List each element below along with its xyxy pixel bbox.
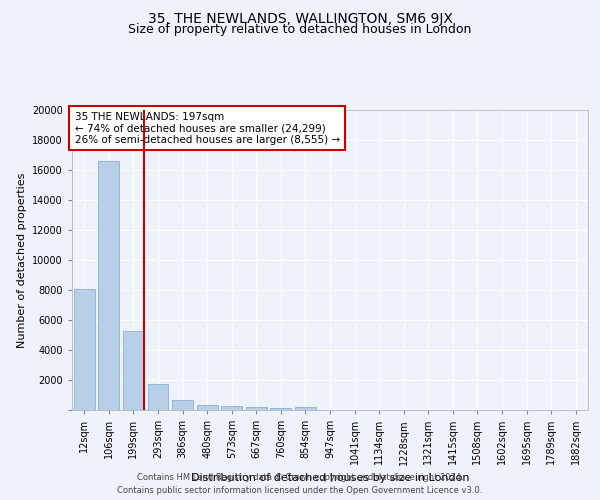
X-axis label: Distribution of detached houses by size in London: Distribution of detached houses by size … — [191, 473, 469, 483]
Y-axis label: Number of detached properties: Number of detached properties — [17, 172, 26, 348]
Bar — [197, 405, 218, 410]
Bar — [246, 408, 267, 410]
Bar — [98, 161, 119, 410]
Bar — [148, 384, 169, 410]
Bar — [221, 406, 242, 410]
Bar — [123, 330, 144, 410]
Bar — [74, 288, 95, 410]
Text: Contains HM Land Registry data © Crown copyright and database right 2024.
Contai: Contains HM Land Registry data © Crown c… — [118, 474, 482, 495]
Text: 35 THE NEWLANDS: 197sqm
← 74% of detached houses are smaller (24,299)
26% of sem: 35 THE NEWLANDS: 197sqm ← 74% of detache… — [74, 112, 340, 144]
Bar — [295, 407, 316, 410]
Bar — [271, 408, 292, 410]
Bar — [172, 400, 193, 410]
Text: Size of property relative to detached houses in London: Size of property relative to detached ho… — [128, 22, 472, 36]
Text: 35, THE NEWLANDS, WALLINGTON, SM6 9JX: 35, THE NEWLANDS, WALLINGTON, SM6 9JX — [148, 12, 452, 26]
